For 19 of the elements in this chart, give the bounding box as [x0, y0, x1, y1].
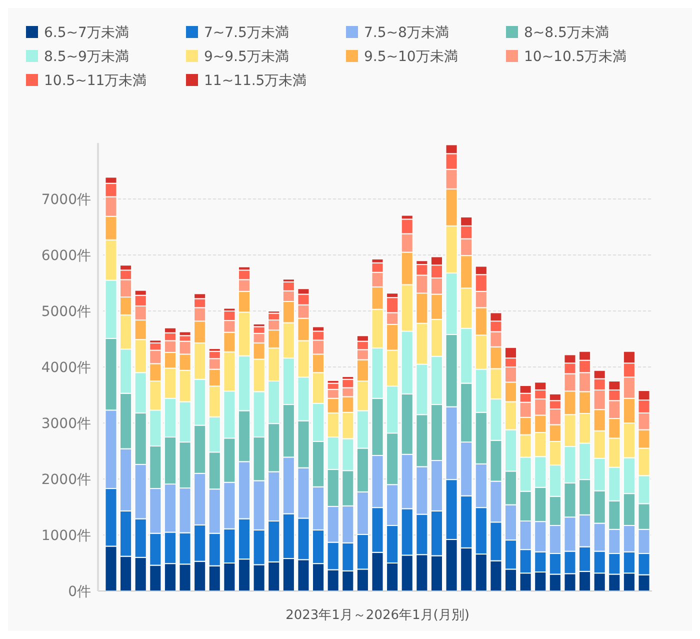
- y-tick-label: 4000件: [41, 360, 91, 376]
- x-axis-title: 2023年1月～2026年1月(月別): [286, 608, 470, 623]
- y-tick-label: 7000件: [41, 192, 91, 208]
- legend-label: 7.5~8万未満: [364, 25, 449, 41]
- y-tick-label: 2000件: [41, 472, 91, 488]
- legend-label: 9.5~10万未満: [364, 49, 458, 65]
- legend-label: 8.5~9万未満: [44, 49, 129, 65]
- legend-label: 6.5~7万未満: [44, 25, 129, 41]
- y-tick-label: 5000件: [41, 304, 91, 320]
- legend-label: 8~8.5万未満: [524, 25, 609, 41]
- legend-label: 11~11.5万未満: [204, 73, 307, 89]
- y-tick-label: 1000件: [41, 528, 91, 544]
- y-tick-label: 6000件: [41, 248, 91, 264]
- y-tick-label: 0件: [68, 584, 91, 600]
- legend-label: 10~10.5万未満: [524, 49, 627, 65]
- legend-label: 7~7.5万未満: [204, 25, 289, 41]
- y-tick-label: 3000件: [41, 416, 91, 432]
- legend-label: 9~9.5万未満: [204, 49, 289, 65]
- legend-label: 10.5~11万未満: [44, 73, 147, 89]
